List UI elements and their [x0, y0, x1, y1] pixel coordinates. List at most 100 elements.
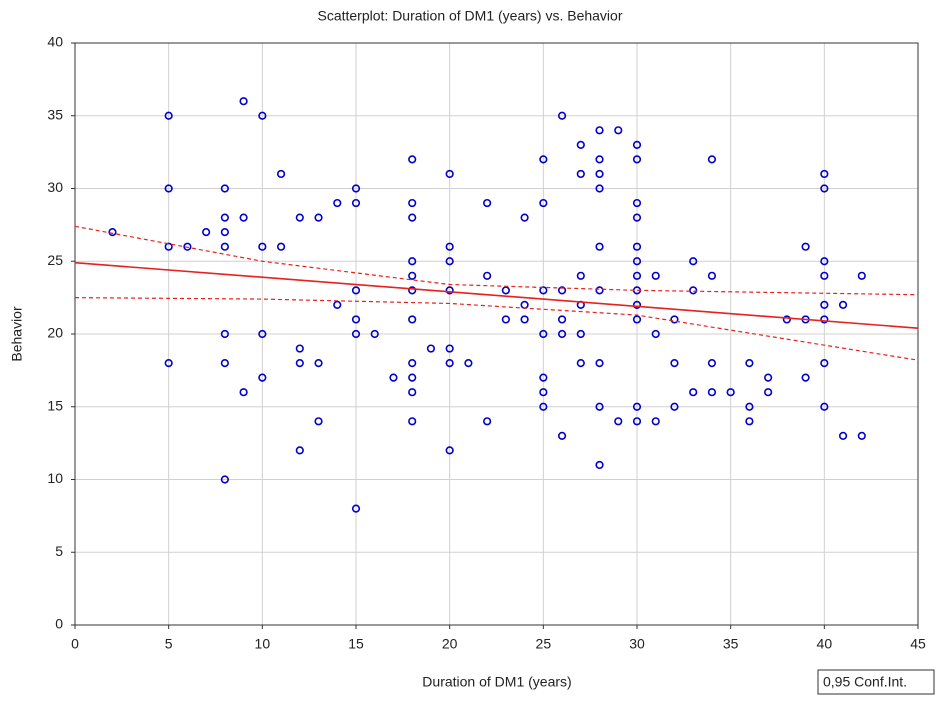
point: [632, 300, 642, 310]
point: [408, 286, 417, 295]
legend-box: [817, 669, 935, 695]
legend-text: 0,95 Conf.Int.: [823, 674, 907, 690]
point: [220, 475, 229, 484]
point: [820, 315, 829, 324]
point: [651, 417, 660, 426]
point: [651, 329, 660, 339]
point: [276, 169, 286, 179]
point: [595, 126, 604, 135]
y-tick-label: 10: [47, 470, 63, 486]
point: [445, 344, 454, 353]
point: [595, 184, 604, 193]
point: [258, 111, 267, 120]
point: [764, 388, 773, 397]
point: [632, 242, 642, 251]
x-tick-label: 10: [255, 636, 271, 652]
point: [689, 257, 698, 266]
point: [632, 257, 642, 266]
point: [483, 271, 492, 280]
point: [707, 359, 717, 368]
x-axis-label: Duration of DM1 (years): [422, 674, 571, 690]
y-tick-label: 40: [47, 34, 63, 50]
point: [445, 169, 454, 179]
point: [164, 184, 173, 193]
point: [632, 198, 642, 208]
point: [202, 228, 211, 237]
point: [745, 402, 754, 411]
point: [539, 198, 548, 208]
point: [820, 402, 829, 411]
point: [632, 315, 642, 324]
point: [595, 359, 604, 368]
point: [520, 213, 529, 222]
point: [632, 140, 642, 149]
point: [314, 417, 323, 426]
x-tick-label: 0: [71, 636, 79, 652]
point: [539, 373, 548, 382]
point: [295, 344, 304, 353]
point: [408, 198, 417, 208]
point: [333, 198, 342, 208]
point: [557, 315, 567, 324]
point: [258, 329, 267, 339]
point: [745, 417, 754, 426]
point: [838, 431, 848, 440]
y-tick-label: 35: [47, 106, 63, 122]
point: [670, 315, 679, 324]
plot-frame: [74, 42, 919, 626]
point: [801, 242, 810, 251]
point: [539, 388, 548, 397]
point: [838, 300, 848, 310]
x-tick-label: 30: [629, 636, 645, 652]
point: [295, 446, 304, 455]
point: [632, 213, 642, 222]
point: [408, 417, 417, 426]
point: [276, 242, 286, 251]
point: [557, 286, 567, 295]
point: [539, 402, 548, 411]
x-tick-label: 15: [348, 636, 364, 652]
point: [239, 388, 248, 397]
point: [632, 155, 642, 164]
point: [483, 198, 492, 208]
point: [745, 359, 754, 368]
point: [539, 286, 548, 295]
point: [295, 213, 304, 222]
point: [164, 359, 173, 368]
point: [164, 242, 173, 251]
point: [445, 446, 454, 455]
y-tick-label: 30: [47, 179, 63, 195]
point: [557, 111, 567, 120]
point: [314, 359, 323, 368]
point: [689, 388, 698, 397]
x-tick-label: 20: [442, 636, 458, 652]
point: [239, 213, 248, 222]
point: [651, 271, 660, 280]
point: [726, 388, 735, 397]
point: [557, 329, 567, 339]
point: [445, 286, 454, 295]
point: [389, 373, 398, 382]
point: [501, 286, 510, 295]
point: [220, 329, 229, 339]
x-tick-label: 35: [723, 636, 739, 652]
point: [295, 359, 304, 368]
point: [595, 169, 604, 179]
point: [539, 155, 548, 164]
point: [707, 271, 717, 280]
point: [314, 213, 323, 222]
point: [445, 359, 454, 368]
point: [408, 359, 417, 368]
point: [632, 417, 642, 426]
y-tick-label: 20: [47, 325, 63, 341]
point: [520, 315, 529, 324]
point: [764, 373, 773, 382]
point: [820, 271, 829, 280]
point: [220, 213, 229, 222]
point: [820, 359, 829, 368]
point: [857, 431, 866, 440]
point: [333, 300, 342, 310]
point: [220, 228, 229, 237]
y-tick-label: 0: [55, 616, 63, 632]
